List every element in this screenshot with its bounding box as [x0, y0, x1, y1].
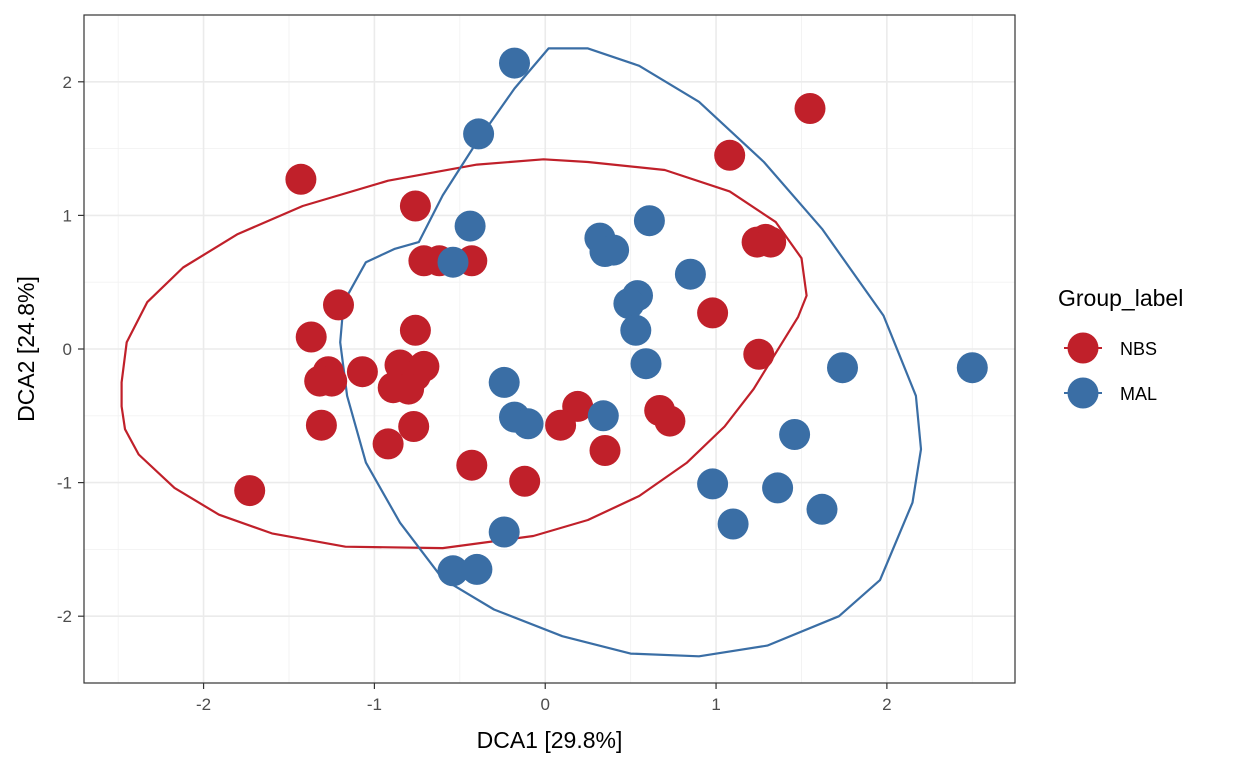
point-mal — [630, 348, 662, 380]
x-axis: -2 -1 0 1 2 — [196, 683, 892, 714]
point-mal — [613, 288, 645, 320]
point-mal — [437, 246, 469, 278]
point-mal — [827, 352, 858, 384]
point-mal — [488, 516, 520, 548]
legend-item-mal: MAL — [1064, 377, 1157, 409]
point-mal — [598, 234, 630, 266]
legend-label: NBS — [1120, 339, 1157, 359]
point-nbs — [295, 321, 327, 353]
point-nbs — [393, 373, 425, 405]
point-nbs — [234, 475, 266, 507]
point-nbs — [697, 297, 729, 329]
point-nbs — [743, 338, 775, 370]
point-nbs — [399, 314, 431, 346]
x-tick-label: -2 — [196, 695, 211, 714]
point-mal — [499, 47, 530, 79]
point-nbs — [285, 163, 317, 195]
legend-items: NBS MAL — [1064, 332, 1157, 409]
plot-panel — [83, 14, 1016, 684]
legend-item-nbs: NBS — [1064, 332, 1157, 364]
legend-label: MAL — [1120, 384, 1157, 404]
point-mal — [806, 493, 838, 525]
point-mal — [587, 400, 619, 432]
point-mal — [454, 210, 486, 242]
point-nbs — [399, 190, 431, 222]
x-tick-label: 1 — [711, 695, 720, 714]
point-mal — [674, 258, 706, 290]
y-tick-label: 2 — [63, 73, 72, 92]
legend-title: Group_label — [1058, 285, 1183, 311]
x-axis-title: DCA1 [29.8%] — [477, 727, 623, 753]
point-mal — [697, 468, 729, 500]
point-nbs — [589, 435, 621, 466]
major-gridlines — [84, 15, 1015, 683]
x-tick-label: -1 — [367, 695, 382, 714]
y-tick-label: -2 — [57, 607, 72, 626]
point-mal — [956, 352, 988, 384]
y-tick-label: -1 — [57, 474, 72, 493]
point-mal — [762, 472, 794, 504]
point-nbs — [714, 139, 746, 171]
y-axis: -2 -1 0 1 2 — [57, 73, 84, 626]
point-mal — [717, 508, 749, 540]
y-axis-title: DCA2 [24.8%] — [13, 276, 39, 422]
point-nbs — [654, 405, 686, 437]
point-mal — [512, 408, 544, 440]
point-nbs — [755, 226, 787, 258]
point-mal — [779, 419, 811, 450]
point-mal — [437, 555, 469, 587]
legend: Group_label NBS MAL — [1058, 285, 1183, 409]
point-nbs — [509, 465, 541, 497]
point-nbs — [305, 409, 337, 441]
point-nbs — [456, 449, 488, 481]
point-mal — [633, 205, 665, 237]
legend-key-point — [1067, 377, 1099, 409]
point-mal — [463, 118, 495, 150]
legend-key-point — [1067, 332, 1099, 364]
x-tick-label: 2 — [882, 695, 891, 714]
y-tick-label: 0 — [63, 340, 72, 359]
data-points — [234, 47, 988, 587]
point-nbs — [346, 356, 378, 388]
point-mal — [461, 553, 493, 585]
point-mal — [620, 314, 652, 346]
point-nbs — [316, 365, 348, 397]
ellipse-nbs — [120, 158, 808, 550]
point-nbs — [372, 428, 404, 460]
point-nbs — [545, 409, 577, 441]
point-nbs — [323, 289, 354, 321]
y-tick-label: 1 — [63, 206, 72, 225]
x-tick-label: 0 — [540, 695, 549, 714]
point-nbs — [794, 93, 826, 124]
point-mal — [488, 366, 520, 398]
point-nbs — [398, 411, 430, 442]
